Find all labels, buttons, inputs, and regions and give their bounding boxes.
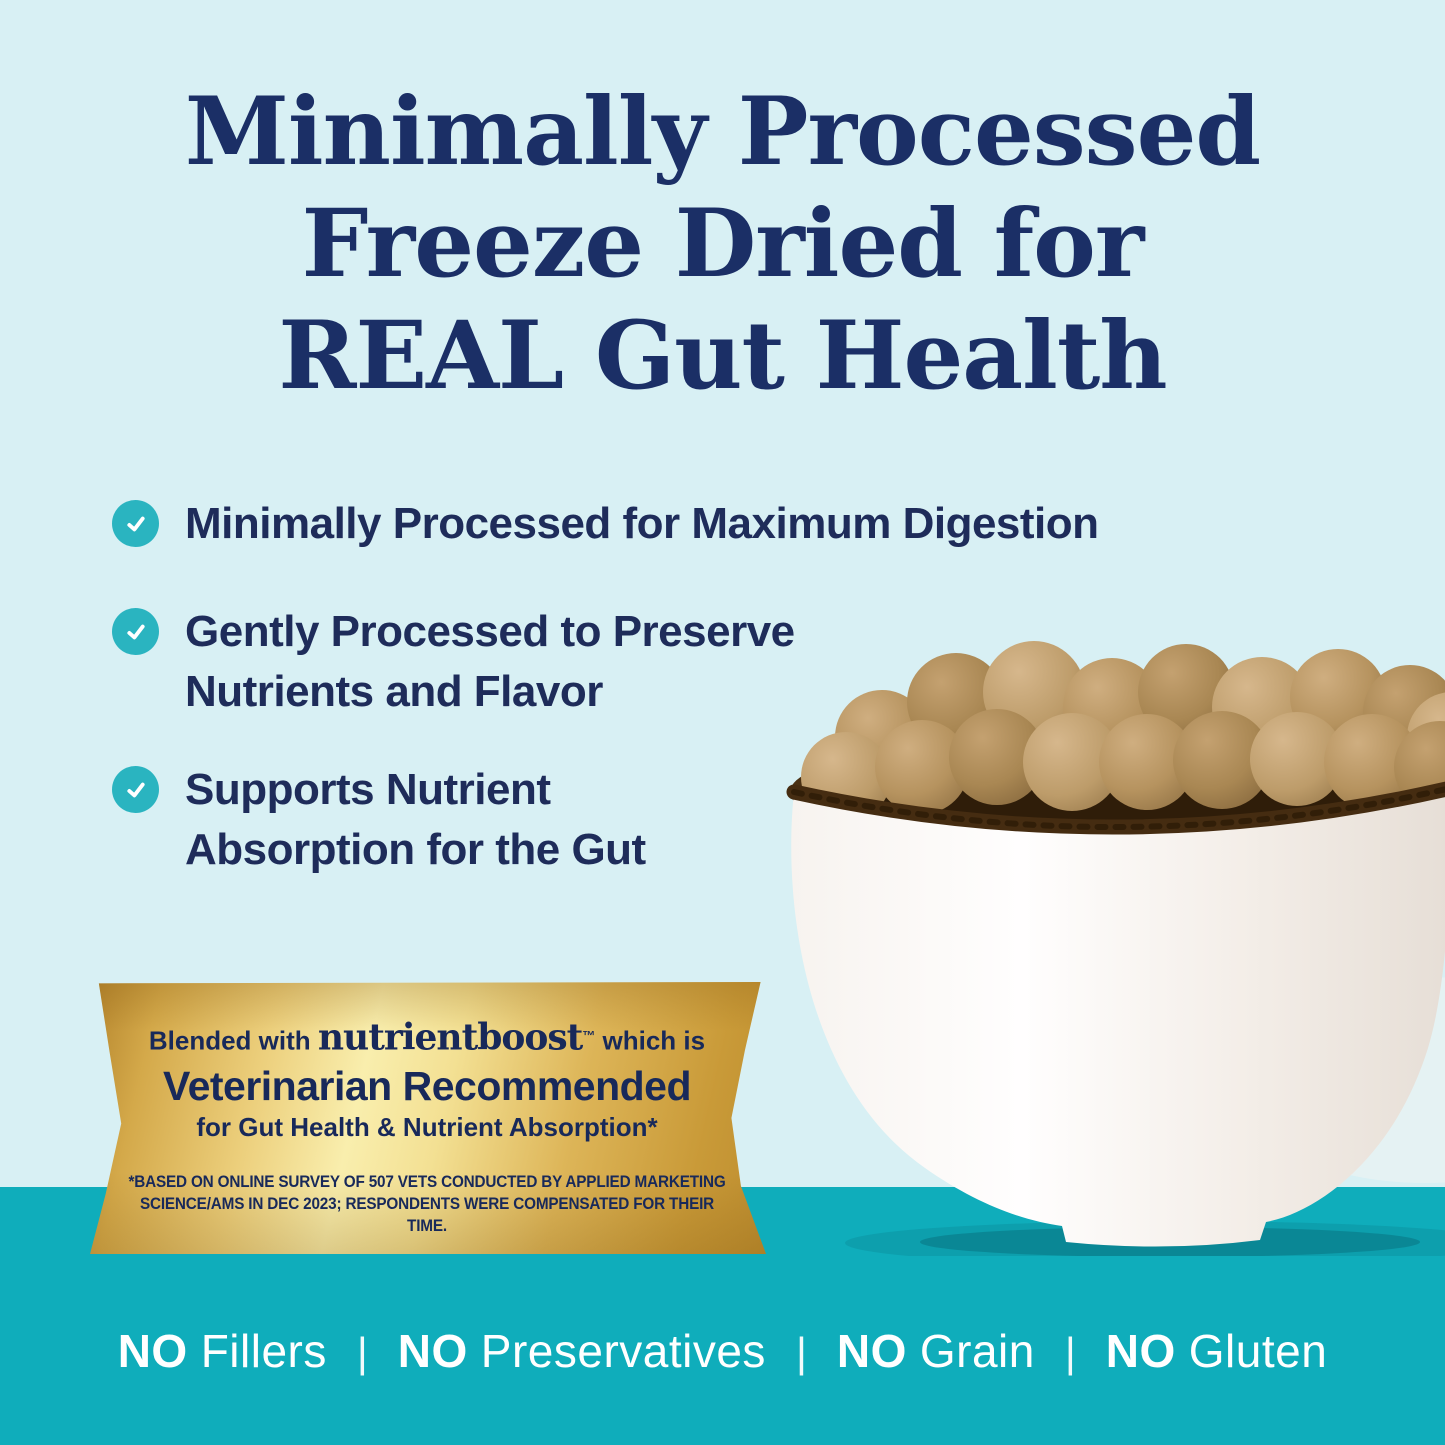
benefit-list: Minimally Processed for Maximum Digestio… <box>112 494 1099 880</box>
claim-item: NO Grain <box>836 1325 1035 1377</box>
survey-disclaimer: *BASED ON ONLINE SURVEY OF 507 VETS COND… <box>128 1171 726 1235</box>
product-bowl-photo <box>786 641 1445 1256</box>
page-title: Minimally Processed Freeze Dried for REA… <box>0 76 1445 412</box>
claim-item: NO Fillers <box>117 1325 327 1377</box>
bowl-body <box>791 789 1445 1247</box>
headline-line: REAL Gut Health <box>278 301 1167 411</box>
list-item: Gently Processed to Preserve Nutrients a… <box>112 602 1099 722</box>
check-circle-icon <box>112 766 159 813</box>
headline-line: Freeze Dried for <box>301 189 1145 299</box>
check-circle-icon <box>112 500 159 547</box>
brand-nutrientboost: nutrientboost <box>317 1016 583 1059</box>
claim-item: NO Gluten <box>1105 1325 1328 1377</box>
bullet-line: Nutrients and Flavor <box>185 667 603 716</box>
check-circle-icon <box>112 608 159 655</box>
headline-line: Minimally Processed <box>184 77 1261 187</box>
gold-claim-banner: Blended with nutrientboost™ which is Vet… <box>90 982 766 1254</box>
separator-bar: | <box>795 1329 807 1376</box>
banner-blend-line: Blended with nutrientboost™ which is <box>148 1016 706 1059</box>
claim-subline: for Gut Health & Nutrient Absorption* <box>196 1111 658 1142</box>
bullet-line: Supports Nutrient <box>185 765 551 814</box>
freeze-dried-nuggets <box>801 641 1445 822</box>
bullet-line: Absorption for the Gut <box>185 825 646 874</box>
no-claims-strip: NO Fillers | NO Preservatives | NO Grain | … <box>0 1322 1445 1382</box>
trademark-symbol: ™ <box>582 1028 596 1043</box>
bullet-line: Gently Processed to Preserve <box>185 607 795 656</box>
separator-bar: | <box>356 1329 368 1376</box>
vet-recommended-claim: Veterinarian Recommended <box>162 1062 692 1109</box>
claim-item: NO Preservatives <box>397 1325 766 1377</box>
list-item: Minimally Processed for Maximum Digestio… <box>112 494 1099 554</box>
bullet-line: Minimally Processed for Maximum Digestio… <box>185 499 1099 548</box>
list-item: Supports Nutrient Absorption for the Gut <box>112 760 1099 880</box>
separator-bar: | <box>1064 1329 1076 1376</box>
